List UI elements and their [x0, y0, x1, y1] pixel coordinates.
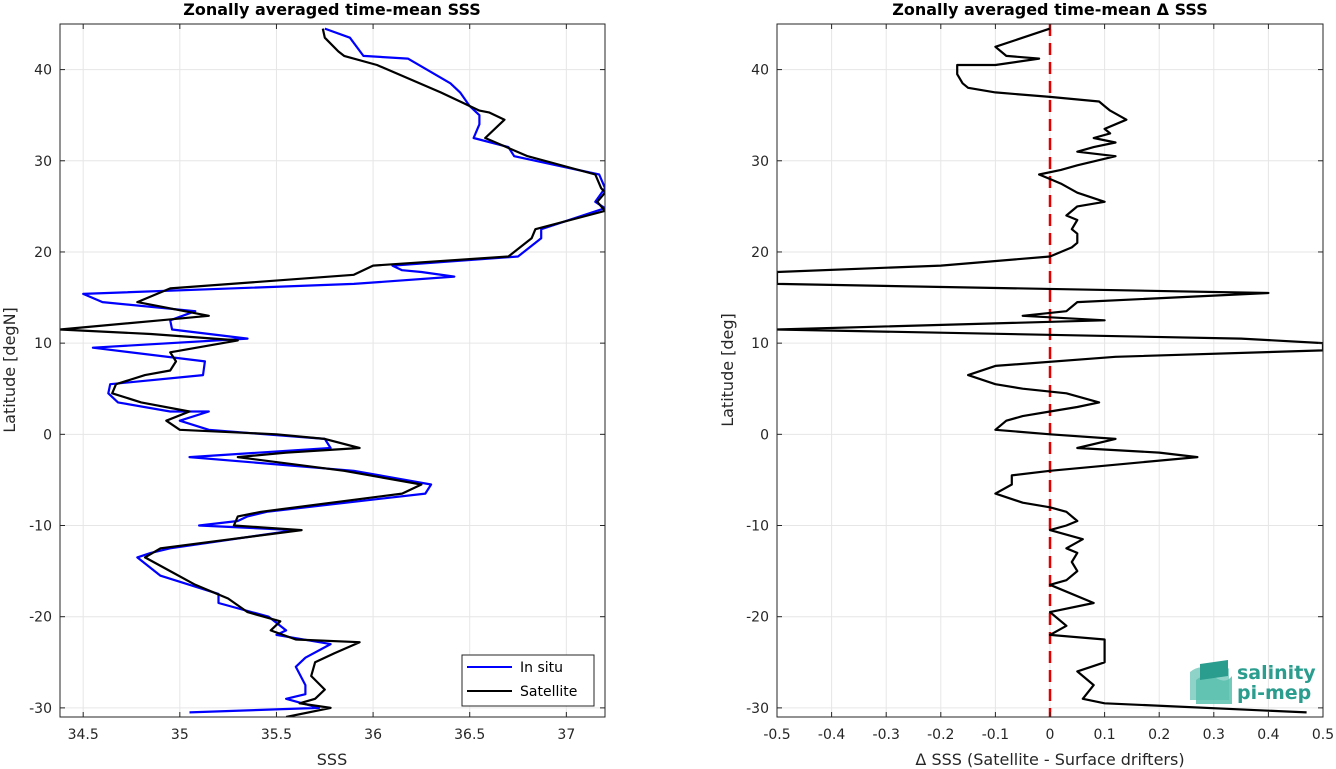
right-chart-panel: -0.5 -0.4 -0.3 -0.2 -0.1 0 0.1 0.2 0.3 0.4 0.5 -30 -…	[718, 0, 1334, 769]
left-y-tick-label: -10	[29, 519, 52, 535]
right-y-tick-label: 10	[751, 336, 769, 352]
legend-label-in-situ: In situ	[520, 660, 563, 676]
left-y-tick-label: -20	[29, 610, 52, 626]
left-x-tick-label: 35.5	[261, 727, 292, 743]
left-y-tick-label: -30	[29, 701, 52, 717]
right-x-tick-label: 0.3	[1203, 727, 1225, 743]
right-y-tick-label: -10	[746, 519, 769, 535]
left-x-tick-label: 37	[557, 727, 575, 743]
left-chart-panel: 34.5 35 35.5 36 36.5 37 -30 -20 -10 0 10 20 30 40 Zon…	[0, 0, 606, 769]
right-y-axis-label: Latitude [deg]	[718, 313, 737, 427]
left-x-tick-label: 35	[171, 727, 189, 743]
right-x-tick-label: 0.1	[1093, 727, 1115, 743]
right-x-tick-label: 0	[1046, 727, 1055, 743]
right-x-tick-label: -0.5	[763, 727, 790, 743]
salinity-pi-mep-logo: salinity pi-mep	[1190, 660, 1316, 704]
right-ticks: -0.5 -0.4 -0.3 -0.2 -0.1 0 0.1 0.2 0.3 0.4 0.5 -30 -…	[746, 24, 1334, 743]
left-chart-title: Zonally averaged time-mean SSS	[183, 0, 481, 19]
legend-box	[461, 654, 595, 707]
right-y-tick-label: 40	[751, 63, 769, 79]
logo-text-salinity: salinity	[1237, 662, 1316, 684]
left-y-tick-label: 20	[34, 245, 52, 261]
right-y-tick-label: 20	[751, 245, 769, 261]
left-series-lines	[60, 27, 605, 717]
right-series-line-delta-sss	[777, 27, 1323, 714]
right-y-tick-label: -30	[746, 701, 769, 717]
right-x-tick-label: 0.2	[1148, 727, 1170, 743]
right-x-axis-label: Δ SSS (Satellite - Surface drifters)	[915, 750, 1184, 769]
right-chart-title: Zonally averaged time-mean Δ SSS	[892, 0, 1208, 19]
right-x-tick-label: -0.2	[927, 727, 954, 743]
right-x-tick-label: 0.5	[1312, 727, 1334, 743]
left-ticks: 34.5 35 35.5 36 36.5 37 -30 -20 -10 0 10 20 30 40	[29, 24, 605, 743]
right-y-tick-label: 30	[751, 154, 769, 170]
right-series-lines	[777, 24, 1323, 717]
right-x-tick-label: 0.4	[1257, 727, 1279, 743]
left-x-axis-label: SSS	[317, 750, 347, 769]
left-x-tick-label: 36	[364, 727, 382, 743]
left-y-axis-label: Latitude [degN]	[0, 307, 19, 433]
legend-label-satellite: Satellite	[520, 684, 577, 700]
left-series-line-satellite	[60, 28, 605, 717]
right-y-tick-label: 0	[760, 427, 769, 443]
left-y-tick-label: 0	[43, 427, 52, 443]
left-x-tick-label: 36.5	[454, 727, 485, 743]
left-grid	[60, 24, 605, 717]
left-y-tick-label: 30	[34, 154, 52, 170]
logo-text-pi-mep: pi-mep	[1237, 682, 1311, 704]
left-y-tick-label: 10	[34, 336, 52, 352]
right-y-tick-label: -20	[746, 610, 769, 626]
left-x-tick-label: 34.5	[68, 727, 99, 743]
logo-wave-icon	[1190, 660, 1232, 704]
right-x-tick-label: -0.4	[818, 727, 845, 743]
left-y-tick-label: 40	[34, 63, 52, 79]
right-x-tick-label: -0.1	[982, 727, 1009, 743]
left-series-line-in-situ	[82, 27, 605, 714]
right-x-tick-label: -0.3	[873, 727, 900, 743]
left-axes-box	[59, 23, 606, 718]
legend: In situ Satellite	[461, 654, 595, 707]
